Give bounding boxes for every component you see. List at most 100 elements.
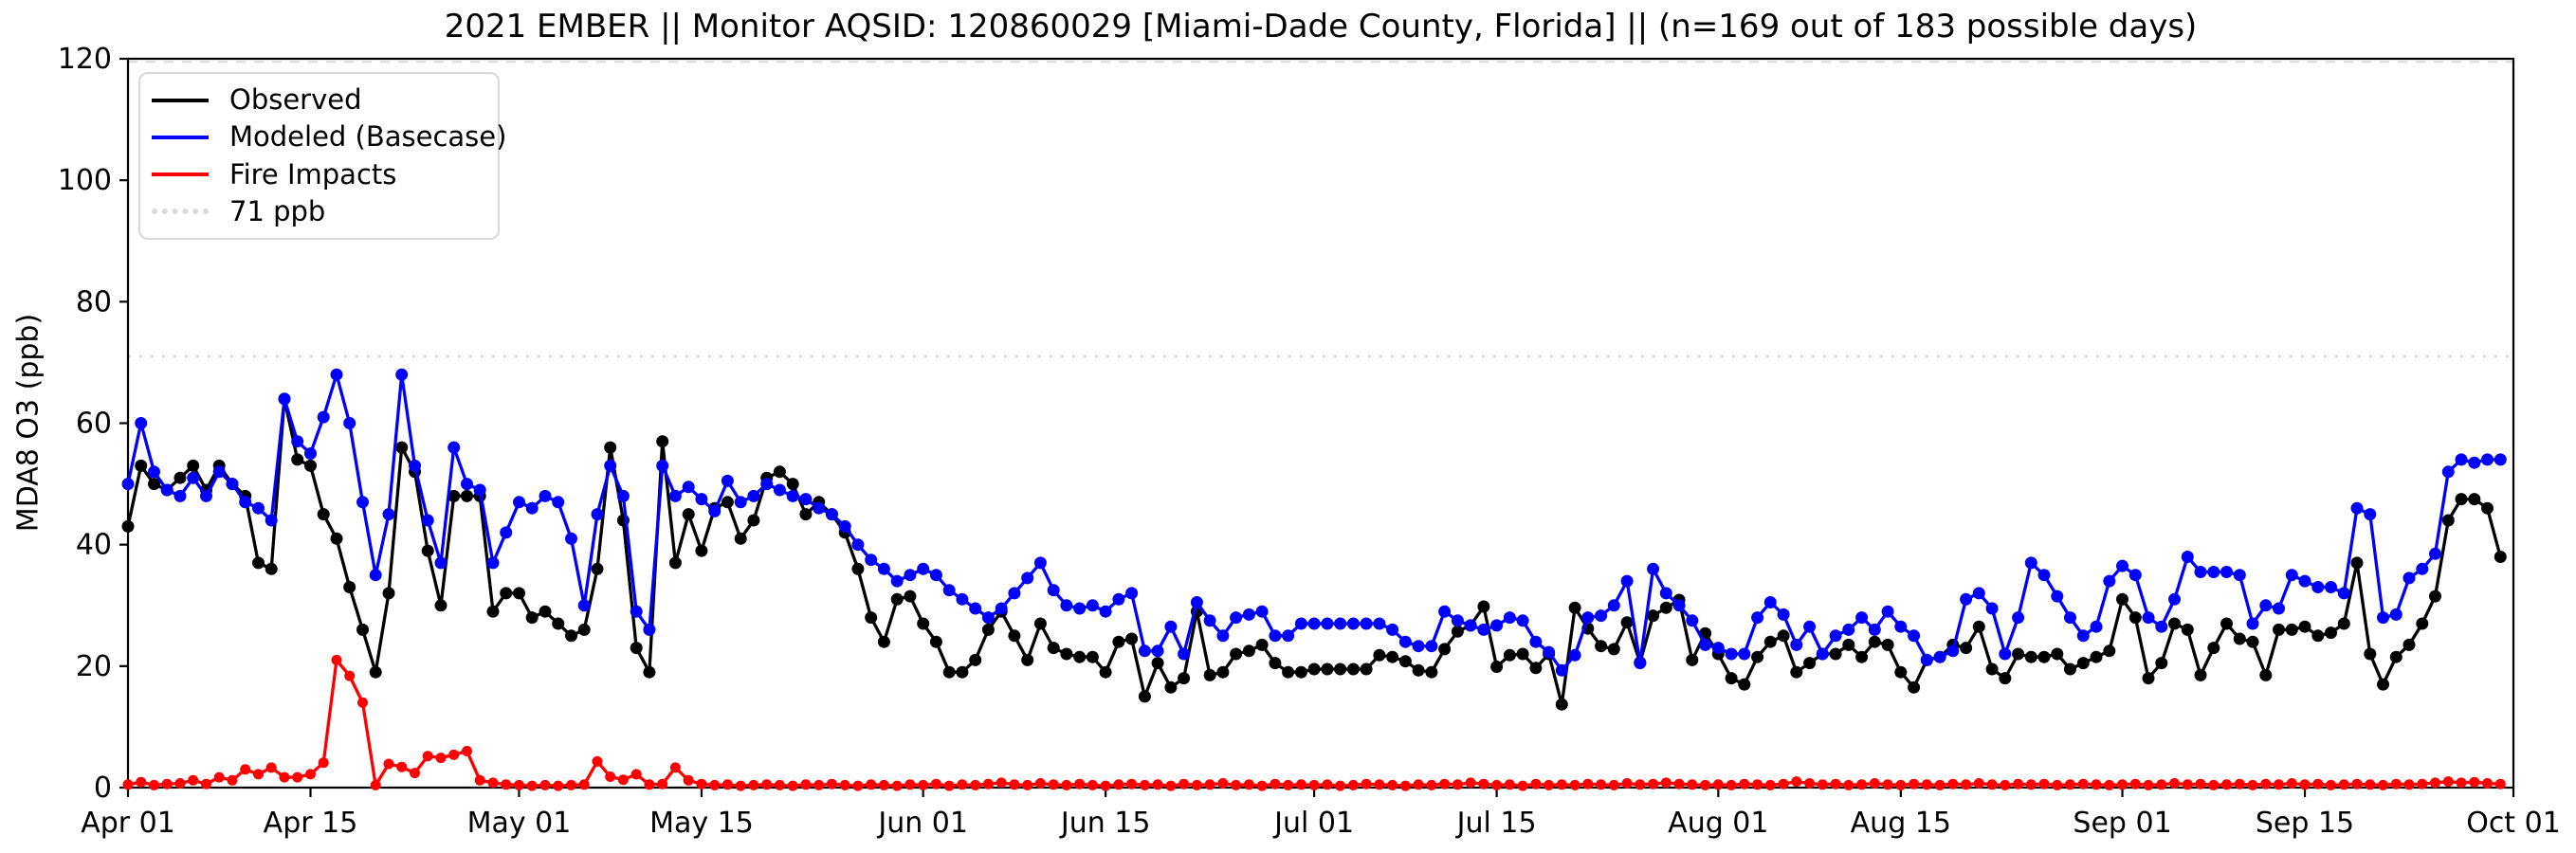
modeled-basecase-marker xyxy=(1659,587,1672,600)
modeled-basecase-marker xyxy=(121,478,135,491)
fire-impacts-marker xyxy=(1139,779,1150,790)
fire-impacts-marker xyxy=(1804,778,1816,789)
legend: Observed Modeled (Basecase) Fire Impacts… xyxy=(138,72,506,240)
observed-marker xyxy=(135,459,148,472)
observed-marker xyxy=(1972,620,1985,633)
modeled-basecase-marker xyxy=(1529,635,1543,648)
fire-impacts-marker xyxy=(1439,778,1451,789)
fire-impacts-marker xyxy=(1895,779,1907,790)
modeled-basecase-marker xyxy=(2103,574,2116,588)
fire-impacts-marker xyxy=(1778,778,1789,789)
modeled-basecase-marker xyxy=(1203,614,1216,627)
fire-impacts-marker xyxy=(422,751,433,762)
modeled-basecase-marker xyxy=(956,592,969,606)
modeled-basecase-marker xyxy=(461,478,473,491)
fire-impacts-marker xyxy=(2129,778,2141,789)
observed-marker xyxy=(877,635,890,648)
fire-impacts-marker xyxy=(357,697,368,708)
fire-impacts-marker xyxy=(474,774,485,786)
observed-marker xyxy=(1829,647,1842,661)
fire-impacts-marker xyxy=(149,779,159,790)
fire-impacts-marker xyxy=(2299,779,2311,790)
modeled-basecase-marker xyxy=(1581,611,1595,625)
fire-impacts-marker xyxy=(2156,779,2167,790)
modeled-basecase-marker xyxy=(2076,629,2090,643)
fire-impacts-marker xyxy=(918,779,929,790)
observed-marker xyxy=(1294,665,1307,679)
modeled-basecase-marker xyxy=(1777,608,1790,621)
observed-marker xyxy=(2298,620,2311,633)
observed-marker xyxy=(2350,556,2364,570)
observed-marker xyxy=(786,478,799,491)
observed-marker xyxy=(2064,662,2076,676)
observed-marker xyxy=(1555,698,1568,711)
modeled-basecase-marker xyxy=(565,532,577,545)
observed-marker xyxy=(148,478,160,491)
modeled-basecase-marker xyxy=(1946,644,1960,658)
fire-impacts-marker xyxy=(1726,779,1737,790)
observed-marker xyxy=(2441,514,2455,527)
fire-impacts-marker xyxy=(240,764,251,775)
modeled-basecase-marker xyxy=(382,508,395,521)
modeled-basecase-marker xyxy=(1047,584,1060,597)
observed-marker xyxy=(317,508,330,521)
observed-marker xyxy=(1242,644,1255,658)
fire-impacts-marker xyxy=(630,769,642,780)
modeled-basecase-marker xyxy=(2194,566,2207,578)
modeled-basecase-marker xyxy=(2325,581,2337,593)
legend-label-modeled: Modeled (Basecase) xyxy=(229,120,507,154)
observed-marker xyxy=(1595,640,1608,653)
fire-impacts-marker xyxy=(344,670,356,681)
observed-marker xyxy=(1790,665,1803,679)
observed-marker xyxy=(2325,626,2337,640)
modeled-basecase-marker xyxy=(1255,605,1269,618)
x-tick-label: Jul 15 xyxy=(1455,807,1537,840)
observed-marker xyxy=(343,581,356,593)
modeled-basecase-marker xyxy=(2441,465,2455,479)
observed-marker xyxy=(1842,638,1855,651)
observed-marker xyxy=(2181,623,2194,636)
observed-marker xyxy=(2364,647,2377,661)
observed-marker xyxy=(1099,665,1112,679)
modeled-basecase-marker xyxy=(160,483,174,497)
fire-impacts-marker xyxy=(1452,779,1463,790)
observed-marker xyxy=(265,562,278,575)
observed-marker xyxy=(1386,650,1399,663)
fire-impacts-marker xyxy=(2052,779,2063,790)
modeled-basecase-marker xyxy=(1816,647,1829,661)
modeled-basecase-marker xyxy=(2377,611,2389,625)
modeled-basecase-marker xyxy=(343,417,356,429)
fire-impacts-marker xyxy=(201,778,211,789)
observed-marker xyxy=(1803,657,1817,670)
y-tick-label: 0 xyxy=(94,771,112,805)
fire-impacts-marker xyxy=(657,778,668,789)
modeled-basecase-marker xyxy=(2402,572,2416,585)
observed-marker xyxy=(721,496,734,509)
fire-impacts-marker xyxy=(1243,779,1254,790)
y-tick-label: 40 xyxy=(76,529,112,562)
observed-marker xyxy=(461,489,473,502)
observed-marker xyxy=(1529,662,1543,675)
fire-impacts-marker xyxy=(722,779,733,790)
observed-marker xyxy=(1178,672,1191,685)
modeled-basecase-marker xyxy=(786,489,799,502)
fire-impacts-marker xyxy=(1074,778,1086,789)
observed-marker xyxy=(1908,681,1921,694)
modeled-basecase-marker xyxy=(2468,456,2481,469)
observed-marker xyxy=(695,544,708,557)
observed-marker xyxy=(1398,655,1412,668)
fire-impacts-marker xyxy=(1387,779,1398,790)
fire-impacts-marker xyxy=(683,774,694,786)
fire-impacts-marker xyxy=(2286,778,2297,789)
x-tick-label: Sep 01 xyxy=(2073,807,2171,840)
fire-impacts-marker xyxy=(1191,779,1202,790)
observed-marker xyxy=(252,556,265,570)
observed-line xyxy=(126,397,2502,706)
modeled-basecase-marker xyxy=(721,474,734,487)
modeled-basecase-marker xyxy=(591,508,604,521)
observed-marker xyxy=(486,605,500,618)
x-tick-label: Jun 15 xyxy=(1059,807,1151,840)
fire-impacts-marker xyxy=(2065,779,2075,790)
observed-marker xyxy=(1086,650,1099,663)
modeled-basecase-marker xyxy=(421,514,434,527)
